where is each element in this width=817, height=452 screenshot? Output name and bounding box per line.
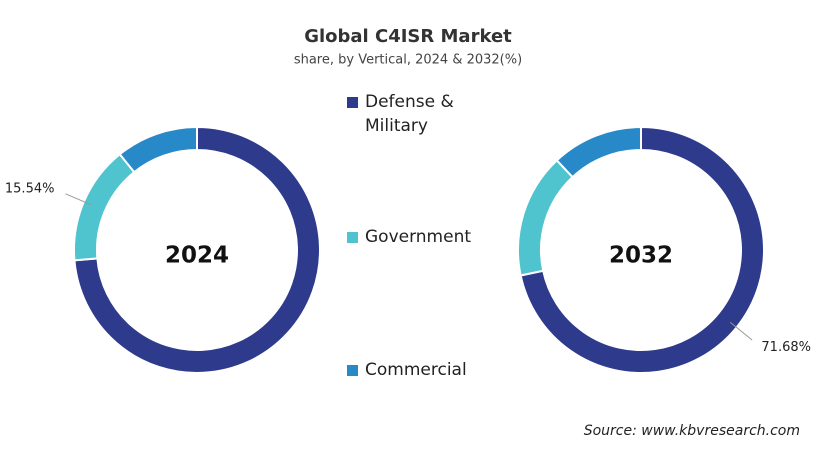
donut-segment [519, 125, 765, 374]
leader-line [730, 322, 753, 341]
donut-segment [517, 158, 574, 277]
source: Source: www.kbvresearch.com [584, 423, 800, 439]
donut-segment [555, 125, 642, 179]
legend-entry: Defense & Military [347, 90, 487, 138]
center-label: 2032 [609, 243, 673, 269]
chart-title: Global C4ISR Market [304, 26, 512, 47]
legend-entry: Commercial [347, 358, 487, 382]
donut-segment [73, 125, 321, 374]
center-label: 2024 [165, 243, 229, 269]
legend-swatch [347, 232, 358, 243]
legend-swatch [347, 365, 358, 376]
legend-entry: Government [347, 225, 487, 249]
legend-swatch [347, 97, 358, 108]
data-label: 71.68% [761, 340, 811, 355]
legend-label: Commercial [365, 360, 467, 380]
legend-label: Defense & Military [365, 92, 454, 136]
data-label: 15.54% [5, 182, 55, 197]
leader-line [65, 193, 92, 206]
legend-label: Government [365, 227, 472, 247]
donut-segment [118, 125, 198, 174]
donut-segment [73, 152, 136, 262]
chart-subtitle: share, by Vertical, 2024 & 2032(%) [294, 53, 522, 68]
